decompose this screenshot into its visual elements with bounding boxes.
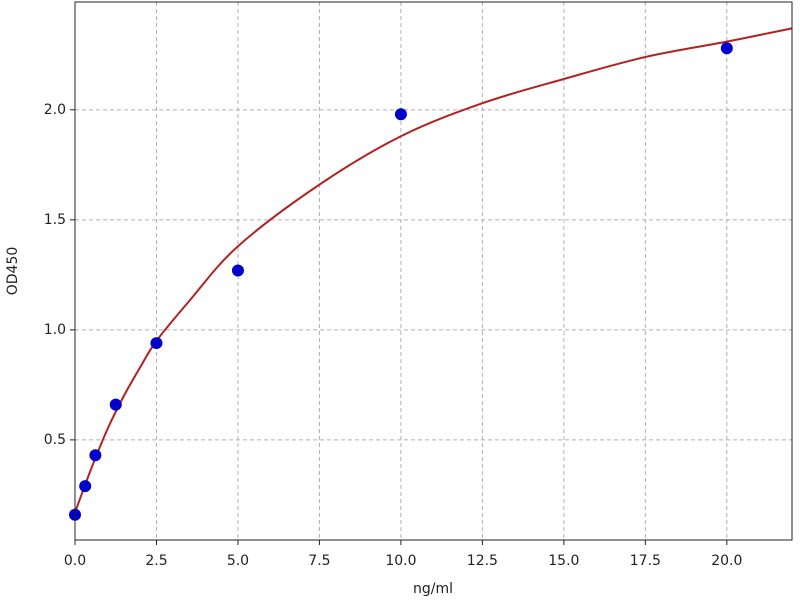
data-point [720,42,733,55]
x-tick-label: 15.0 [548,553,579,569]
y-tick-label: 1.5 [44,212,66,228]
plot-area [75,2,792,540]
data-point [89,449,102,462]
y-tick-label: 0.5 [44,432,66,448]
x-tick-label: 10.0 [385,553,416,569]
x-tick-label: 7.5 [308,553,330,569]
data-point [231,264,244,277]
x-tick-label: 0.0 [64,553,86,569]
data-point [79,480,92,493]
data-point [394,108,407,121]
y-axis-label: OD450 [5,247,21,296]
x-tick-label: 17.5 [630,553,661,569]
plot-frame [74,1,793,541]
x-axis-label: ng/ml [413,581,453,597]
x-tick-label: 2.5 [145,553,167,569]
data-point [150,337,163,350]
x-tick-label: 20.0 [711,553,742,569]
y-tick-label: 2.0 [44,102,66,118]
x-tick-label: 12.5 [467,553,498,569]
x-tick-label: 5.0 [227,553,249,569]
y-tick-label: 1.0 [44,322,66,338]
data-point [109,398,122,411]
